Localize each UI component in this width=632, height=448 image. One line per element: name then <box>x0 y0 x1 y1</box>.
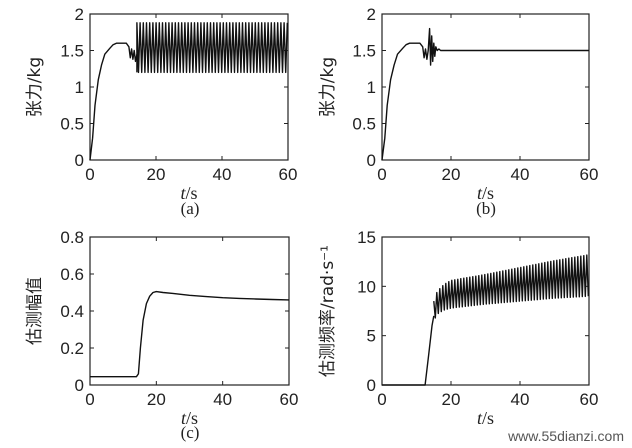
series-line <box>89 42 138 161</box>
x-tick-label: 60 <box>280 390 299 409</box>
frequency-band <box>433 254 589 319</box>
plot-frame <box>381 236 590 386</box>
x-tick-label: 40 <box>511 165 530 184</box>
plot-frame <box>89 236 290 386</box>
panel-caption: (b) <box>476 199 496 218</box>
x-axis-label-variable: t <box>181 408 187 428</box>
chart-panel-b: 0 20 40 60 0 0.5 1 1.5 2 张力/kg t/s(b) <box>318 5 598 218</box>
series-line <box>381 27 589 161</box>
y-tick-label: 0.2 <box>60 339 84 358</box>
x-axis-label: t/s <box>477 183 494 203</box>
x-tick-label: 0 <box>377 165 386 184</box>
y-tick-label: 2 <box>367 5 376 24</box>
y-tick-label: 0.8 <box>60 228 84 247</box>
y-axis-label: 估测频率/rad·s⁻¹ <box>318 245 338 377</box>
x-tick-label: 20 <box>147 165 166 184</box>
y-tick-label: 0.5 <box>352 115 376 134</box>
chart-panel-a: 0 20 40 60 0 0.5 1 1.5 2 张力/kg t/s(a) <box>25 5 297 218</box>
plot-frame <box>381 13 590 161</box>
y-tick-label: 0.5 <box>60 115 84 134</box>
panel-caption: (a) <box>181 199 200 218</box>
x-tick-label: 40 <box>213 390 232 409</box>
x-axis-label-unit: /s <box>186 408 198 428</box>
y-axis-label: 张力/kg <box>318 57 338 117</box>
y-tick-label: 0.4 <box>60 302 84 321</box>
y-tick-label: 5 <box>367 327 376 346</box>
x-tick-label: 0 <box>85 165 94 184</box>
series-line <box>382 315 435 386</box>
y-tick-label: 1.5 <box>60 42 84 61</box>
y-tick-label: 0 <box>75 376 84 395</box>
x-axis-label-unit: /s <box>186 183 198 203</box>
y-tick-label: 10 <box>357 277 376 296</box>
chart-panel-d: 0 20 40 60 0 5 10 15 估测频率/rad·s⁻¹ t/s <box>318 228 598 428</box>
y-tick-label: 2 <box>75 5 84 24</box>
y-tick-label: 1 <box>75 78 84 97</box>
x-tick-label: 0 <box>85 390 94 409</box>
series-line <box>90 290 290 378</box>
chart-panel-c: 0 20 40 60 0 0.2 0.4 0.6 0.8 估测幅值 t/s(c) <box>25 228 298 442</box>
x-axis-label-unit: /s <box>482 183 494 203</box>
x-axis-label: t/s <box>181 408 198 428</box>
y-tick-label: 15 <box>357 228 376 247</box>
x-tick-label: 60 <box>279 165 298 184</box>
x-tick-label: 40 <box>213 165 232 184</box>
x-tick-label: 0 <box>377 390 386 409</box>
x-tick-label: 20 <box>147 390 166 409</box>
x-axis-label-variable: t <box>477 408 483 428</box>
x-tick-label: 60 <box>580 165 599 184</box>
x-axis-label: t/s <box>180 183 197 203</box>
x-axis-label: t/s <box>477 408 494 428</box>
x-tick-label: 40 <box>511 390 530 409</box>
y-axis-label: 张力/kg <box>25 57 45 117</box>
y-tick-label: 0 <box>367 151 376 170</box>
x-axis-label-variable: t <box>180 183 186 203</box>
x-tick-label: 60 <box>580 390 599 409</box>
y-axis-label: 估测幅值 <box>25 277 45 345</box>
x-axis-label-unit: /s <box>482 408 494 428</box>
y-tick-label: 0 <box>75 151 84 170</box>
y-tick-label: 1.5 <box>352 42 376 61</box>
y-tick-label: 1 <box>367 78 376 97</box>
x-tick-label: 20 <box>442 165 461 184</box>
y-tick-label: 0.6 <box>60 265 84 284</box>
x-axis-label-variable: t <box>477 183 483 203</box>
x-tick-label: 20 <box>442 390 461 409</box>
oscillation-band <box>136 22 288 74</box>
y-tick-label: 0 <box>367 376 376 395</box>
watermark-text: www.55dianzi.com <box>507 428 624 444</box>
panel-caption: (c) <box>181 423 200 442</box>
